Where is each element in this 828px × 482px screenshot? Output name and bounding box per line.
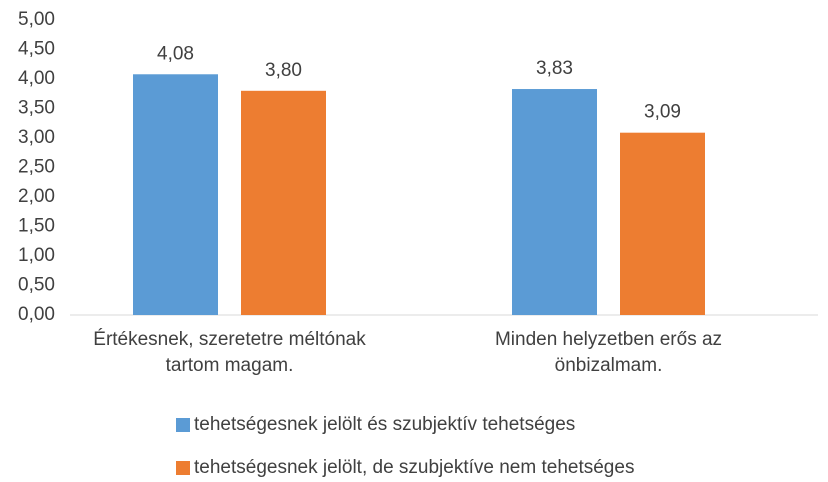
x-tick-label: Értékesnek, szeretetre méltónak tartom m…: [93, 329, 366, 376]
y-tick-label: 4,50: [18, 39, 55, 60]
y-tick-label: 2,00: [18, 186, 55, 207]
y-tick-label: 5,00: [18, 9, 55, 30]
y-tick-label: 1,00: [18, 245, 55, 266]
legend-item: tehetségesnek jelölt és szubjektív tehet…: [176, 414, 575, 436]
value-label: 3,83: [536, 58, 573, 79]
y-tick-label: 1,50: [18, 216, 55, 237]
bar: [133, 74, 218, 315]
y-tick-label: 3,00: [18, 127, 55, 148]
y-tick-label: 0,50: [18, 275, 55, 296]
legend-label: tehetségesnek jelölt, de szubjektíve nem…: [194, 457, 635, 478]
value-label: 3,09: [644, 102, 681, 123]
bar: [241, 90, 326, 315]
bar: [512, 89, 597, 315]
x-tick-label: Minden helyzetben erős az önbizalmam.: [494, 329, 723, 376]
legend-swatch: [176, 418, 190, 432]
value-label: 4,08: [157, 43, 194, 64]
legend-swatch: [176, 461, 190, 475]
legend-item: tehetségesnek jelölt, de szubjektíve nem…: [176, 457, 634, 479]
legend-label: tehetségesnek jelölt és szubjektív tehet…: [194, 414, 576, 435]
y-tick-label: 3,50: [18, 98, 55, 119]
bar: [620, 132, 705, 315]
y-tick-label: 4,00: [18, 68, 55, 89]
y-tick-label: 2,50: [18, 157, 55, 178]
y-tick-label: 0,00: [18, 304, 55, 325]
value-label: 3,80: [265, 60, 302, 81]
